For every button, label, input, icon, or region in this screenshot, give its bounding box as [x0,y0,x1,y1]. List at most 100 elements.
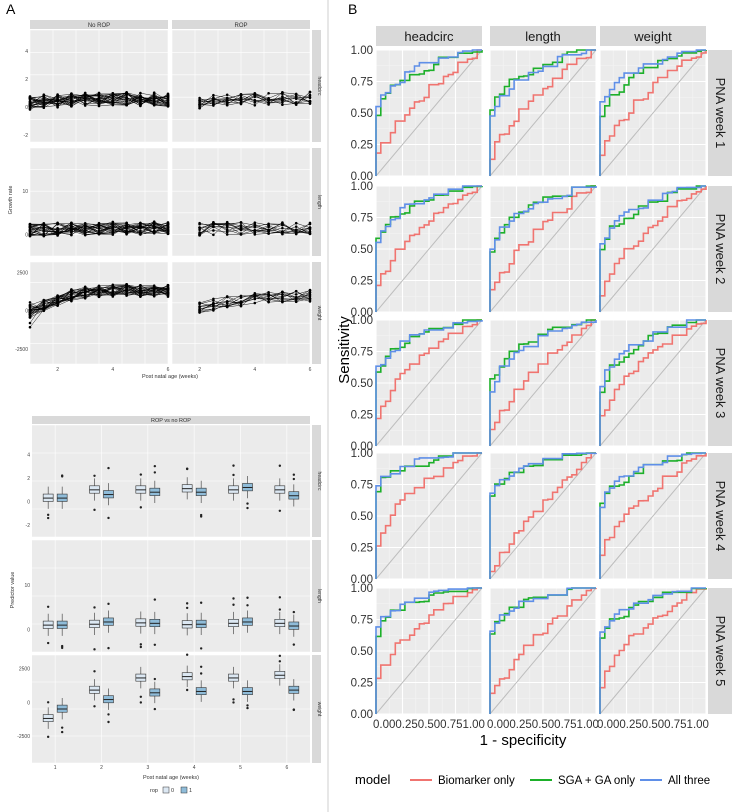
data-point [111,224,115,228]
roc-curve-biomarker-only [599,320,707,446]
data-point [152,101,156,104]
y-tick-label: 1.00 [351,448,373,460]
data-point [239,294,243,298]
box-outlier [153,598,157,601]
data-point [83,233,87,237]
data-point [239,97,243,101]
data-point [70,99,73,102]
y-tick-label: 0.25 [351,678,373,690]
facet-label: weight [316,702,322,717]
y-tick-label: 0.25 [351,543,373,555]
data-point [111,97,115,100]
box-outlier [246,706,249,710]
box-outlier [278,660,282,663]
data-point [225,300,229,303]
data-point [111,226,115,230]
box-outlier [93,705,96,708]
box-outlier [199,672,203,675]
y-tick-label: 0.00 [351,709,373,721]
data-point [253,95,257,99]
y-tick-label: 10 [22,189,28,195]
y-tick-label: -2 [24,133,29,139]
data-point [125,99,128,102]
box-outlier [246,502,249,505]
box-outlier [199,665,203,668]
data-point [239,93,243,97]
data-point [111,222,115,225]
x-tick-label: 2 [100,765,103,771]
data-point [198,228,201,232]
data-point [56,222,59,226]
data-point [281,222,284,226]
box-outlier [60,475,64,478]
y-tick-label: 0.00 [351,171,373,183]
legend-label: Biomarker only [438,775,515,787]
data-point [166,104,170,108]
roc-curve-all-three [489,49,596,176]
data-point [198,232,201,236]
roc-curve-all-three [489,452,597,579]
data-point [56,229,59,232]
legend-key [180,786,188,794]
data-point [42,298,46,302]
data-point [97,97,101,101]
facet-strip-headcirc [312,425,321,537]
box-outlier [93,508,96,512]
data-point [28,325,32,329]
data-point [294,221,298,225]
chance-diagonal [375,185,483,313]
data-point [281,103,284,107]
panel-a-top: No ROP ROP headcirc length weight -2 0 2 4 0 10 -25… [8,20,322,380]
data-point [83,231,87,235]
data-point [97,232,101,236]
data-point [42,223,46,227]
data-point [125,227,128,230]
data-point [281,297,284,300]
data-point [267,229,270,233]
data-point [308,90,312,94]
data-point [139,231,142,235]
data-point [139,97,142,101]
roc-curve-biomarker-only [375,587,482,714]
y-tick-label: 1.00 [351,181,373,193]
data-point [139,226,142,230]
data-point [281,92,284,96]
roc-curve-biomarker-only [375,452,482,579]
chance-diagonal [489,185,597,313]
chance-diagonal [599,452,707,580]
roc-curve-sga-ga-only [599,49,707,176]
y-tick-label: 0.75 [351,77,373,89]
data-point [267,300,270,304]
data-point [152,96,156,100]
panel-label-a: A [6,1,16,17]
box-outlier [46,605,50,608]
data-point [97,93,101,97]
data-point [281,300,284,304]
facet-strip-weight [600,26,706,46]
box-outlier [93,474,96,477]
data-point [198,106,201,110]
roc-curve-all-three [599,587,706,714]
box-outlier [153,464,157,468]
data-point [294,300,298,303]
data-point [42,306,46,309]
box-outlier [60,726,64,729]
chance-diagonal [489,49,597,177]
box-outlier [46,516,50,520]
data-point [28,301,32,304]
facet-label-length: length [525,29,560,44]
facet-label-PNA-week-2: PNA week 2 [713,214,728,285]
facet-label: ROP [234,23,247,29]
y-tick-label: -2 [26,523,31,529]
x-tick-label: 6 [285,765,288,771]
box-outlier [153,707,157,711]
data-point [125,286,128,290]
facet-strip-PNA-week-1 [708,50,732,176]
data-point [294,298,298,301]
data-point [198,301,201,305]
x-axis-title: 1 - specificity [480,732,567,749]
y-tick-label: 1.00 [351,45,373,57]
data-point [267,232,270,235]
data-point [198,99,201,103]
chance-diagonal [375,452,483,580]
